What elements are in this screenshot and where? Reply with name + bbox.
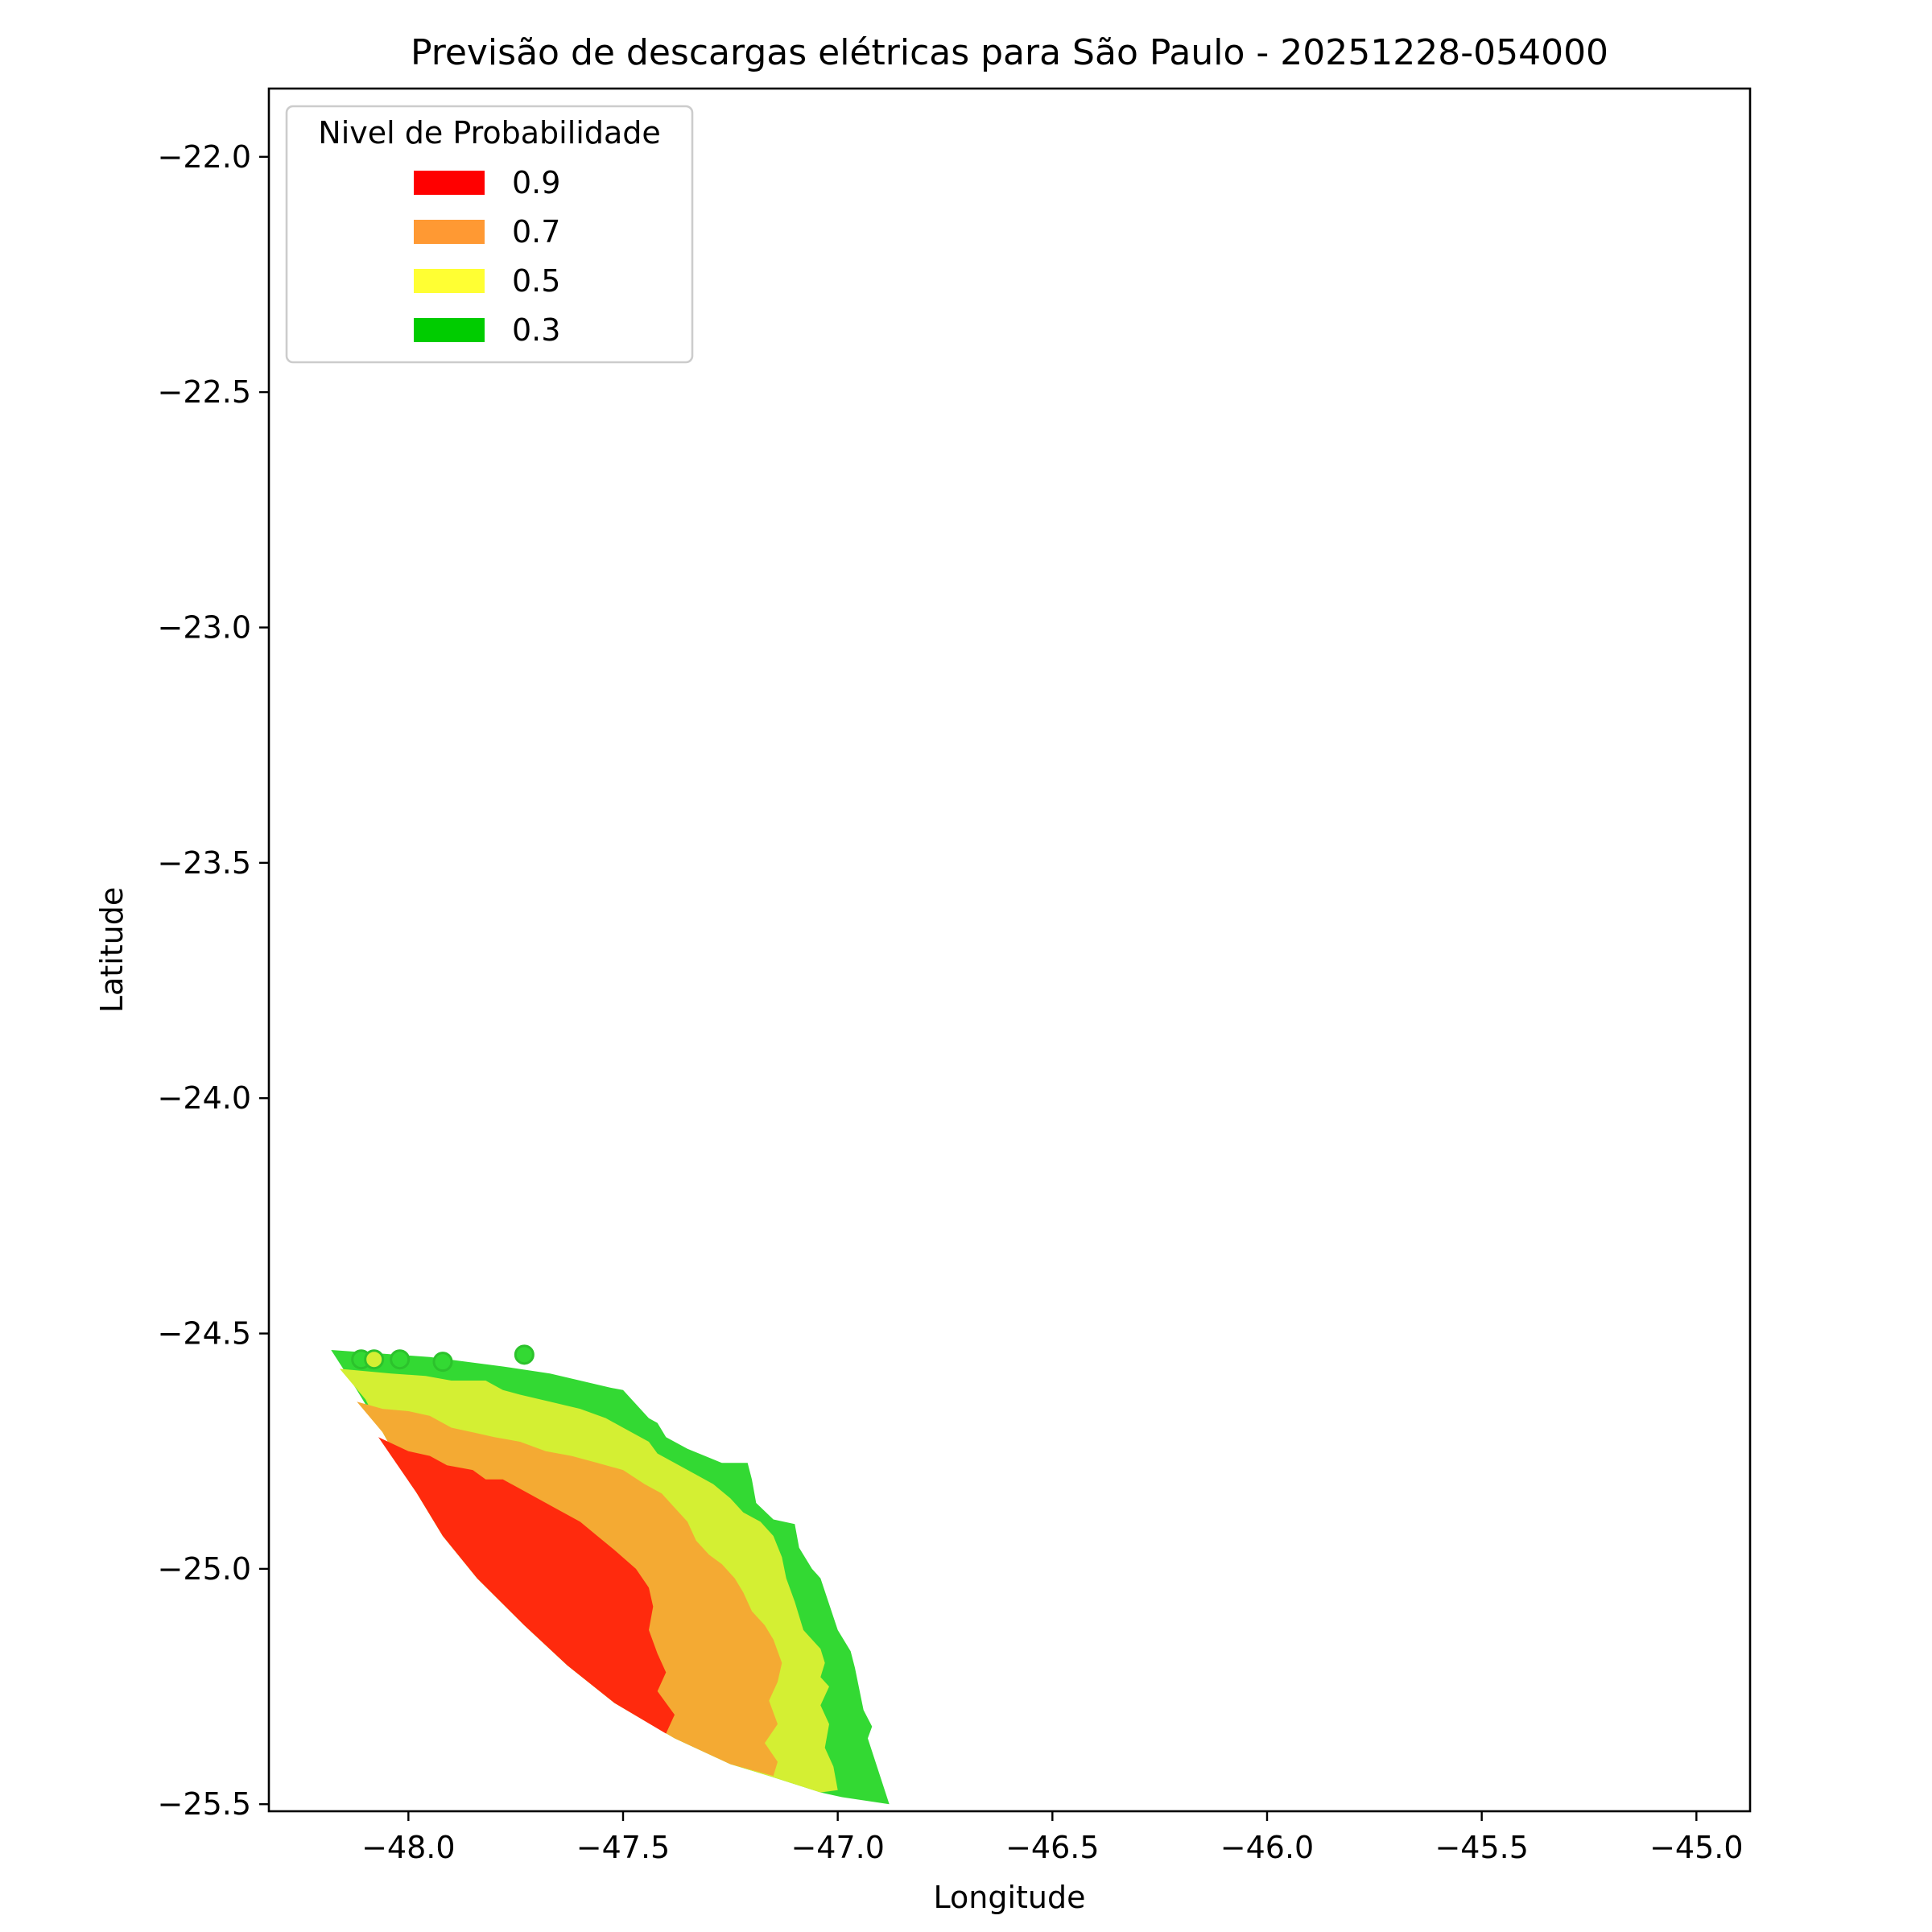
x-tick-label: −46.5: [1005, 1830, 1099, 1865]
x-tick-label: −46.0: [1220, 1830, 1314, 1865]
y-tick-label: −24.5: [158, 1316, 251, 1352]
x-tick-label: −45.0: [1649, 1830, 1743, 1865]
strike-point: [432, 1352, 453, 1373]
x-tick-label: −47.5: [576, 1830, 670, 1865]
chart-title: Previsão de descargas elétricas para São…: [411, 32, 1608, 73]
y-tick-label: −22.5: [158, 374, 251, 410]
legend-label: 0.3: [512, 312, 560, 348]
legend: Nivel de Probabilidade 0.9 0.7 0.5 0.3: [285, 105, 694, 364]
x-axis: −48.0 −47.5 −47.0 −46.5 −46.0 −45.5 −45.0: [361, 1811, 1744, 1865]
strike-point: [364, 1349, 385, 1370]
legend-swatch: [414, 318, 485, 342]
legend-swatch: [414, 269, 485, 293]
plot-area: [331, 1344, 890, 1805]
legend-label: 0.7: [512, 214, 560, 250]
legend-swatch: [414, 220, 485, 244]
x-tick-label: −45.5: [1435, 1830, 1528, 1865]
y-axis: −22.0 −22.5 −23.0 −23.5 −24.0 −24.5 −25.0 −25.5: [158, 139, 269, 1822]
legend-swatch: [414, 171, 485, 195]
legend-box: [285, 105, 694, 364]
y-tick-label: −23.0: [158, 609, 251, 645]
strike-point: [390, 1349, 411, 1370]
plot-frame: [267, 87, 1752, 1813]
legend-title: Nivel de Probabilidade: [318, 115, 660, 151]
contour-band-0-9: [378, 1437, 675, 1734]
y-axis-label: Latitude: [94, 887, 130, 1013]
x-tick-label: −47.0: [791, 1830, 884, 1865]
y-tick-label: −25.0: [158, 1551, 251, 1587]
y-tick-label: −22.0: [158, 139, 251, 175]
y-tick-label: −24.0: [158, 1080, 251, 1116]
x-axis-label: Longitude: [934, 1880, 1086, 1915]
y-tick-label: −23.5: [158, 845, 251, 881]
y-tick-label: −25.5: [158, 1786, 251, 1822]
legend-label: 0.9: [512, 165, 560, 200]
x-tick-label: −48.0: [361, 1830, 455, 1865]
strike-point: [514, 1344, 535, 1365]
legend-label: 0.5: [512, 263, 560, 299]
